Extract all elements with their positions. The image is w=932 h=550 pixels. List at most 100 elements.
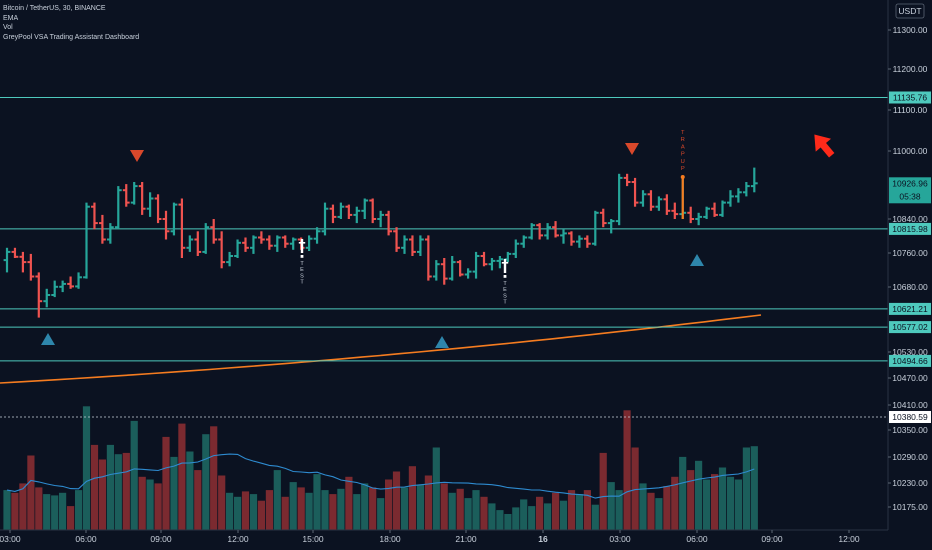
volume-bar: [289, 482, 297, 530]
level-badge-text: 10815.98: [892, 224, 928, 234]
currency-badge-border: [895, 3, 925, 19]
trap-up-letter: P: [681, 152, 685, 158]
trap-up-letter: T: [681, 130, 685, 136]
candle: [273, 235, 281, 252]
volume-bar: [43, 494, 51, 530]
volume-bar: [59, 492, 67, 530]
price-tick-label: 10530.00: [892, 347, 928, 357]
volume-bar: [98, 459, 106, 530]
candle: [377, 210, 385, 228]
level-price-badge: 10577.02: [889, 321, 931, 334]
ema-indicator-label[interactable]: EMA: [3, 14, 19, 22]
volume-bar: [480, 496, 488, 531]
volume-indicator-label[interactable]: Vol: [3, 24, 13, 31]
sell-signal-triangle: [625, 143, 639, 155]
volume-bar: [615, 490, 623, 530]
candle: [424, 235, 432, 281]
volume-badge-bg: [889, 411, 931, 423]
price-tick-label: 10760.00: [892, 248, 928, 258]
red-arrow-head: [814, 134, 832, 152]
candle: [265, 235, 273, 250]
volume-bars: [3, 406, 758, 531]
volume-bar: [75, 490, 83, 530]
volume-bar: [591, 504, 599, 530]
volume-bar: [194, 470, 202, 530]
candle: [281, 235, 289, 248]
volume-bar: [647, 492, 655, 530]
buy-signal-triangle: [690, 254, 704, 266]
volume-bar: [345, 476, 353, 530]
price-tick-label: 10290.00: [892, 452, 928, 462]
volume-bar: [575, 494, 583, 530]
volume-bar: [385, 479, 393, 530]
test-label-letter: T: [503, 281, 507, 287]
volume-bar: [249, 494, 258, 530]
candle: [591, 210, 599, 246]
candle: [234, 239, 241, 258]
volume-bar: [718, 467, 727, 530]
volume-bar: [361, 483, 369, 530]
candle: [210, 219, 218, 244]
volume-ma-badge: 10380.59: [889, 411, 931, 423]
candle: [719, 200, 726, 217]
volume-bar: [154, 483, 162, 530]
price-tick-label: 10410.00: [892, 400, 928, 410]
volume-bar: [583, 490, 591, 530]
test-label-letter: E: [300, 267, 304, 273]
currency-badge-label: USDT: [898, 6, 921, 16]
candle: [552, 221, 559, 238]
time-tick-label: 03:00: [0, 534, 21, 544]
level-price-badge: 11135.76: [889, 91, 931, 104]
candle: [663, 194, 671, 215]
candle: [393, 227, 400, 252]
test-marker-stem: [300, 239, 304, 253]
vsa-indicator-label[interactable]: GreyPool VSA Trading Assistant Dashboard: [3, 33, 140, 41]
candle: [583, 235, 591, 248]
candle: [67, 276, 74, 289]
level-badge-bg: [889, 91, 931, 104]
level-badge-bg: [889, 302, 931, 315]
level-badge-bg: [889, 354, 931, 367]
price-axis-ticks: 11300.00 11200.00 11100.00 11000.00 10840.00…: [888, 25, 928, 512]
test-marker-dot: [503, 275, 507, 278]
candle: [440, 258, 448, 285]
candle: [218, 231, 226, 269]
volume-bar: [544, 503, 552, 530]
candle: [742, 182, 750, 197]
volume-bar: [281, 496, 289, 531]
volume-bar: [559, 500, 568, 530]
volume-bar: [130, 420, 138, 530]
level-badge-text: 10577.02: [892, 322, 928, 332]
candle: [727, 190, 734, 207]
volume-bar: [456, 488, 464, 530]
volume-bar: [138, 476, 146, 530]
level-price-badge: 10621.21: [889, 302, 931, 315]
volume-bar: [528, 506, 536, 530]
price-axis-background: [888, 0, 932, 550]
candle: [568, 231, 575, 246]
candle: [417, 235, 424, 256]
price-tick-label: 11100.00: [893, 105, 927, 115]
price-tick-label: 10470.00: [892, 373, 928, 383]
candle: [687, 206, 695, 224]
candle: [99, 214, 106, 244]
volume-bar: [464, 498, 472, 530]
price-tick-label: 10840.00: [892, 214, 928, 224]
volume-bar: [671, 476, 679, 530]
symbol-label[interactable]: Bitcoin / TetherUS, 30, BINANCE: [3, 5, 106, 12]
candle: [186, 235, 194, 252]
volume-bar: [695, 460, 703, 530]
volume-bar: [27, 455, 35, 530]
candle: [226, 251, 233, 267]
candle: [576, 235, 583, 248]
candle: [202, 223, 210, 254]
volume-bar: [122, 452, 130, 530]
candle: [313, 227, 321, 244]
candle: [250, 235, 257, 254]
volume-bar: [567, 490, 576, 530]
candle: [750, 167, 758, 193]
candle: [409, 235, 416, 256]
trap-up-marker: [680, 175, 685, 179]
